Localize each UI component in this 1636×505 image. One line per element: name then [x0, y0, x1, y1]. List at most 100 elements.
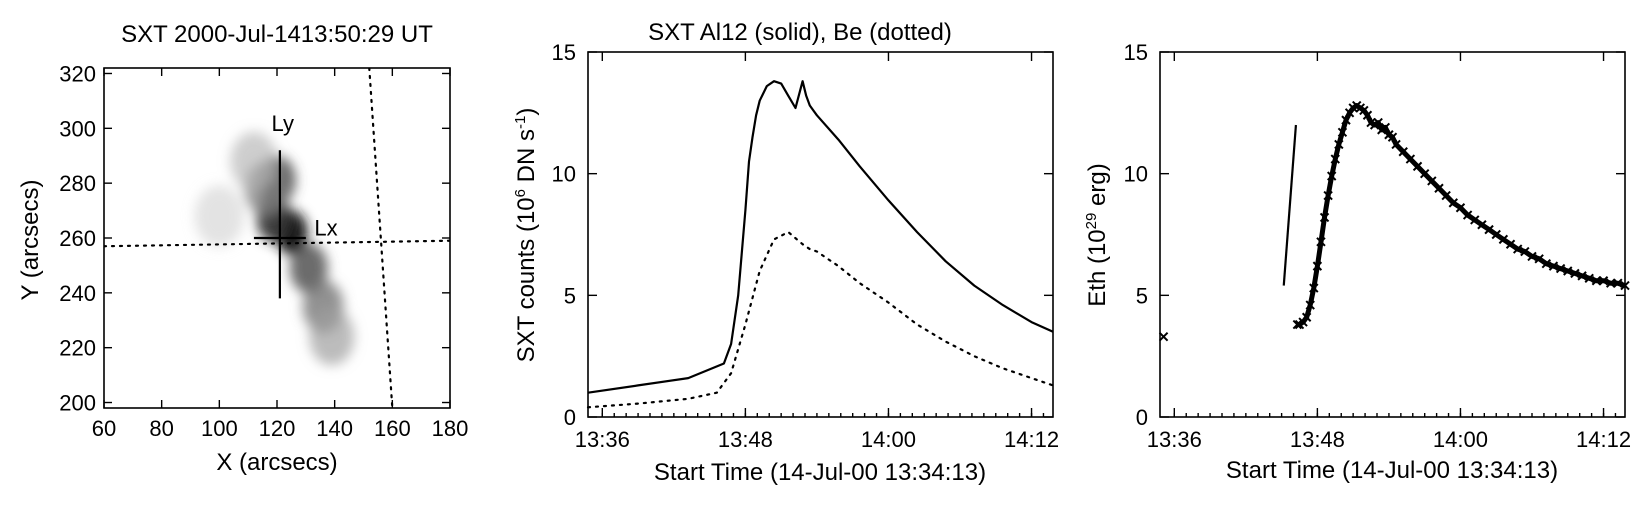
data-point-12 — [1330, 154, 1340, 164]
emission-map — [194, 131, 355, 366]
emission-blob-5 — [309, 308, 355, 366]
x-tick-label-3: 14:12 — [1004, 427, 1059, 452]
y-tick-label-1: 220 — [59, 336, 96, 361]
y-axis-label: Eth (1029 erg) — [1083, 163, 1111, 306]
x-tick-label-3: 14:12 — [1576, 427, 1631, 452]
dotted-boundary-line — [368, 68, 394, 408]
y-tick-label-3: 15 — [552, 40, 576, 65]
x-tick-label-2: 14:00 — [861, 427, 916, 452]
be-dotted-series — [586, 231, 1055, 409]
y-axis-ticks: 0 5 10 15 — [552, 40, 1053, 430]
x-axis-label: Start Time (14-Jul-00 13:34:13) — [1226, 457, 1558, 484]
cut-lines — [104, 68, 450, 408]
data-point-55 — [1577, 271, 1587, 281]
y-axis-label: SXT counts (106 DN s-1) — [512, 108, 540, 363]
x-tick-label-1: 13:48 — [1290, 427, 1345, 452]
data-point-21 — [1362, 110, 1373, 120]
data-point-26 — [1380, 122, 1391, 133]
data-point-58 — [1598, 276, 1609, 286]
data-point-59 — [1605, 278, 1616, 288]
y-tick-label-5: 300 — [59, 116, 96, 141]
data-point-41 — [1477, 220, 1487, 230]
y-axis-ticks: 0 5 10 15 — [1124, 40, 1625, 430]
emission-blob-7 — [230, 131, 278, 191]
y-tick-label-1: 5 — [1136, 283, 1148, 308]
energy-trace — [1297, 103, 1626, 327]
y-tick-label-2: 10 — [552, 162, 576, 187]
x-tick-label-2: 100 — [201, 416, 238, 441]
x-tick-label-5: 160 — [374, 416, 411, 441]
y-tick-label-0: 200 — [59, 391, 96, 416]
y-tick-label-3: 260 — [59, 226, 96, 251]
reference-slope-line — [1282, 124, 1298, 286]
data-point-50 — [1541, 258, 1552, 269]
data-point-31 — [1405, 154, 1416, 164]
data-point-47 — [1520, 246, 1530, 257]
x-tick-label-3: 120 — [259, 416, 296, 441]
y-tick-label-6: 320 — [59, 61, 96, 86]
x-axis-ticks: 13:36 13:48 14:00 14:12 — [575, 52, 1059, 452]
data-point-29 — [1391, 139, 1401, 150]
data-point-51 — [1548, 261, 1559, 271]
data-point-56 — [1584, 273, 1594, 284]
data-point-38 — [1455, 203, 1466, 213]
data-point-52 — [1555, 263, 1566, 274]
x-tick-label-2: 14:00 — [1433, 427, 1488, 452]
y-axis-ticks: 200 220 240 260 280 300 320 — [59, 61, 450, 416]
y-axis-label: Y (arcsecs) — [17, 180, 44, 301]
data-point-57 — [1591, 276, 1602, 286]
y-tick-label-1: 5 — [564, 283, 576, 308]
data-point-8 — [1316, 237, 1326, 247]
x-tick-label-0: 60 — [92, 416, 116, 441]
data-point-40 — [1470, 215, 1480, 225]
annotation-lx: Lx — [314, 215, 337, 240]
y-tick-label-2: 10 — [1124, 162, 1148, 187]
data-point-4 — [1301, 312, 1312, 322]
panel-image: SXT 2000-Jul-1413:50:29 UT Ly Lx 60 80 100… — [17, 21, 468, 476]
x-axis-label: Start Time (14-Jul-00 13:34:13) — [654, 459, 986, 486]
y-tick-label-2: 240 — [59, 281, 96, 306]
y-tick-label-3: 15 — [1124, 40, 1148, 65]
counts-series — [586, 80, 1055, 409]
x-tick-label-0: 13:36 — [1147, 427, 1202, 452]
data-point-5 — [1305, 300, 1315, 310]
data-point-54 — [1570, 268, 1580, 279]
panel-counts-frame — [587, 51, 1054, 418]
y-tick-label-0: 0 — [1136, 405, 1148, 430]
panel-energy: 13:36 13:48 14:00 14:12 0 5 10 15 Start Time (… — [1083, 40, 1631, 484]
data-point-13 — [1334, 139, 1344, 150]
y-tick-label-4: 280 — [59, 171, 96, 196]
data-point-24 — [1373, 117, 1383, 128]
data-point-42 — [1484, 224, 1494, 235]
panel-image-title: SXT 2000-Jul-1413:50:29 UT — [121, 21, 433, 48]
emission-blob-8 — [194, 185, 245, 247]
data-point-36 — [1441, 190, 1451, 201]
x-tick-label-1: 80 — [149, 416, 173, 441]
x-axis-ticks: 13:36 13:48 14:00 14:12 — [1147, 52, 1631, 452]
x-tick-label-6: 180 — [432, 416, 469, 441]
al12-solid-series — [587, 80, 1054, 394]
panel-counts-title: SXT Al12 (solid), Be (dotted) — [648, 19, 952, 46]
data-point-7 — [1312, 261, 1323, 271]
data-point-33 — [1419, 168, 1430, 179]
x-tick-label-4: 140 — [316, 416, 353, 441]
data-point-0 — [1158, 331, 1169, 342]
data-point-35 — [1434, 183, 1444, 193]
data-point-11 — [1326, 171, 1337, 181]
data-point-30 — [1398, 147, 1408, 157]
data-point-49 — [1534, 254, 1544, 264]
data-point-28 — [1387, 132, 1398, 142]
data-point-45 — [1505, 239, 1516, 249]
data-point-53 — [1563, 266, 1573, 276]
annotation-ly: Ly — [272, 111, 294, 136]
data-point-43 — [1491, 229, 1501, 240]
y-tick-label-0: 0 — [564, 405, 576, 430]
energy-series — [1158, 100, 1630, 342]
data-point-46 — [1512, 244, 1523, 254]
data-point-10 — [1323, 190, 1333, 201]
data-point-39 — [1462, 210, 1473, 220]
x-axis-ticks: 60 80 100 120 140 160 180 — [92, 68, 469, 441]
panel-counts: SXT Al12 (solid), Be (dotted) 13:36 13:48… — [512, 19, 1059, 486]
panel-energy-frame — [1159, 51, 1626, 418]
